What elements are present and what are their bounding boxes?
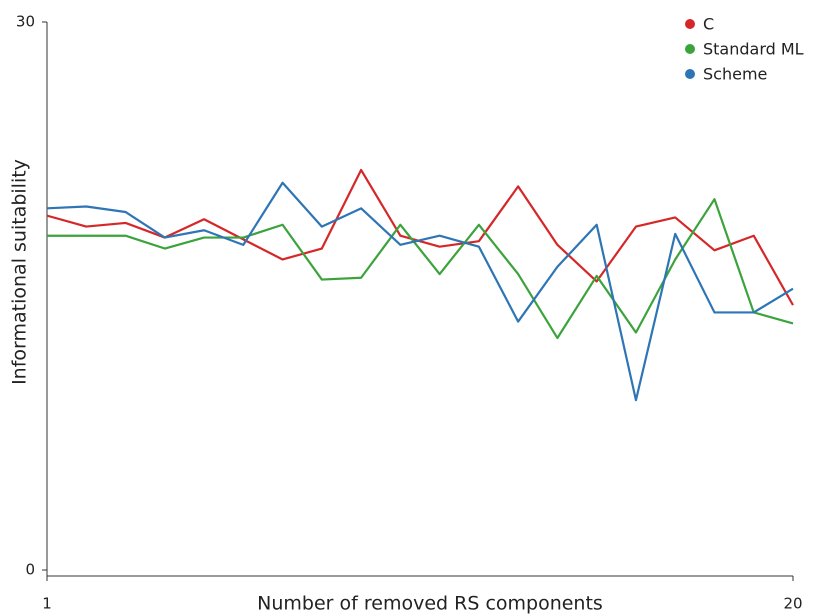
y-tick-label: 30 <box>16 13 35 31</box>
x-tick-label: 20 <box>783 595 802 613</box>
series-line <box>47 198 794 340</box>
legend-label: C <box>703 15 714 34</box>
y-tick-label: 0 <box>25 561 35 579</box>
legend-marker <box>685 44 695 54</box>
series-line <box>46 168 794 306</box>
series-line <box>46 181 794 402</box>
legend-marker <box>685 19 695 29</box>
legend-label: Standard ML <box>703 40 804 59</box>
legend-marker <box>685 69 695 79</box>
x-axis-title: Number of removed RS components <box>257 593 603 615</box>
y-axis-title: Informational suitability <box>9 159 31 385</box>
x-tick-label: 1 <box>42 595 52 613</box>
legend-label: Scheme <box>703 65 767 84</box>
